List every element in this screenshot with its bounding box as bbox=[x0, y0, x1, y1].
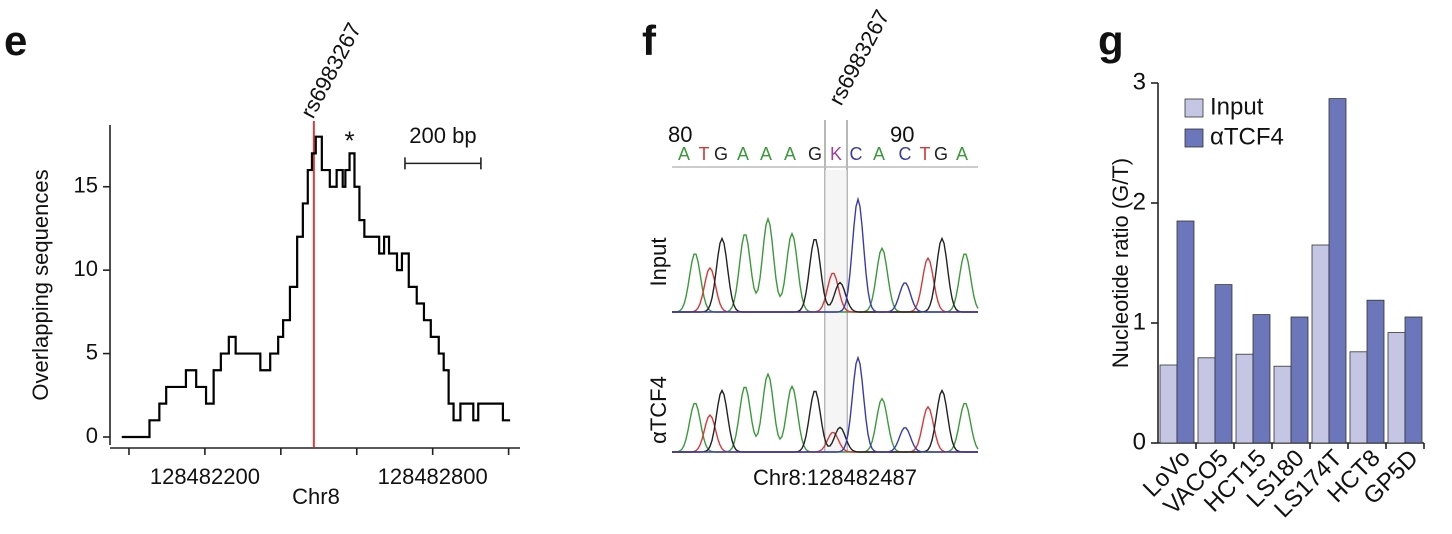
snp-label: rs6983267 bbox=[823, 6, 894, 110]
y-tick-label: 15 bbox=[74, 173, 98, 198]
trace bbox=[672, 196, 978, 313]
y-tick-label: 3 bbox=[1133, 68, 1146, 95]
track-label: Input bbox=[646, 238, 671, 287]
bar bbox=[1176, 220, 1195, 444]
legend-label: αTCF4 bbox=[1210, 123, 1284, 150]
base-letter: C bbox=[899, 144, 912, 164]
y-tick-label: 1 bbox=[1133, 308, 1146, 335]
position-label: 80 bbox=[668, 122, 692, 147]
bar bbox=[1404, 316, 1423, 444]
bar bbox=[1197, 357, 1216, 444]
base-letter: G bbox=[808, 144, 822, 164]
y-tick-label: 0 bbox=[1133, 428, 1146, 455]
bar bbox=[1311, 244, 1330, 444]
base-letter: A bbox=[737, 144, 749, 164]
panel-label: g bbox=[1098, 17, 1124, 64]
y-axis-title: Nucleotide ratio (G/T) bbox=[1108, 158, 1133, 368]
trace bbox=[672, 355, 978, 453]
x-tick-label: 128482200 bbox=[150, 464, 260, 489]
base-letter: A bbox=[760, 144, 772, 164]
base-letter: G bbox=[934, 144, 948, 164]
y-axis-title: Overlapping sequences bbox=[28, 169, 53, 400]
bar bbox=[1290, 316, 1309, 444]
bar bbox=[1214, 284, 1233, 444]
panel-label: f bbox=[642, 17, 657, 64]
base-letter: A bbox=[784, 144, 796, 164]
y-tick-label: 0 bbox=[86, 423, 98, 448]
scale-bar-label: 200 bp bbox=[409, 123, 476, 148]
x-axis-title: Chr8:128482487 bbox=[753, 465, 917, 490]
trace bbox=[672, 388, 978, 453]
bar bbox=[1366, 299, 1385, 444]
y-tick-label: 5 bbox=[86, 339, 98, 364]
base-letter: T bbox=[699, 144, 710, 164]
step-line bbox=[121, 135, 511, 439]
snp-shade bbox=[825, 170, 847, 452]
base-letter: G bbox=[714, 144, 728, 164]
scale-bar bbox=[404, 157, 482, 170]
y-tick-label: 10 bbox=[74, 256, 98, 281]
annotation: * bbox=[344, 126, 354, 156]
base-letter: T bbox=[920, 144, 931, 164]
legend-label: Input bbox=[1210, 93, 1264, 120]
bar bbox=[1159, 364, 1178, 444]
y-tick-label: 2 bbox=[1133, 188, 1146, 215]
position-label: 90 bbox=[890, 122, 914, 147]
bar bbox=[1252, 314, 1271, 444]
x-axis-title: Chr8 bbox=[292, 484, 340, 509]
trace bbox=[672, 236, 978, 313]
legend-swatch bbox=[1184, 98, 1204, 118]
bar bbox=[1273, 365, 1292, 444]
legend-swatch bbox=[1184, 128, 1204, 148]
bar bbox=[1235, 353, 1254, 444]
x-tick-label: 128482800 bbox=[378, 464, 488, 489]
base-letter: A bbox=[956, 144, 968, 164]
bar bbox=[1328, 98, 1347, 444]
base-letter: A bbox=[678, 144, 690, 164]
bar bbox=[1387, 332, 1406, 444]
base-letter: C bbox=[850, 144, 863, 164]
track-label: αTCF4 bbox=[646, 376, 671, 444]
base-letter: A bbox=[873, 144, 885, 164]
snp-label: rs6983267 bbox=[295, 19, 366, 123]
trace bbox=[672, 405, 978, 453]
bar bbox=[1349, 351, 1368, 444]
base-letter: K bbox=[830, 144, 842, 164]
panel-label: e bbox=[4, 17, 27, 64]
